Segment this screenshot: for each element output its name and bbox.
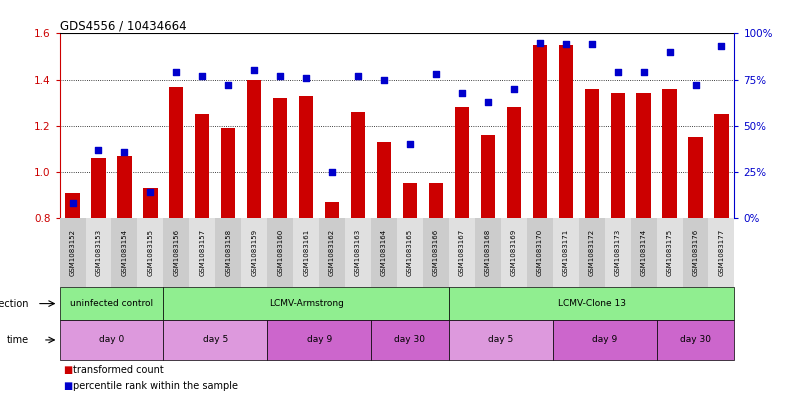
Text: day 9: day 9 (592, 336, 617, 344)
Point (274, 73, 287, 79)
Text: day 5: day 5 (202, 336, 228, 344)
Text: GSM1083171: GSM1083171 (563, 229, 569, 276)
Text: GSM1083152: GSM1083152 (70, 229, 75, 276)
Bar (584, 89, 599, 218)
Text: GSM1083169: GSM1083169 (511, 229, 517, 276)
Bar (611, 94, 625, 218)
Point (326, 169, 338, 175)
Bar (169, 86, 183, 218)
Point (715, 43, 728, 50)
Text: day 0: day 0 (98, 336, 124, 344)
Point (456, 89, 468, 95)
Bar (377, 142, 391, 218)
Point (170, 69, 183, 75)
Text: GSM1083157: GSM1083157 (199, 229, 206, 276)
Text: GSM1083158: GSM1083158 (225, 229, 231, 276)
Bar (222, 128, 235, 218)
Bar (480, 135, 495, 218)
Point (66, 200, 79, 206)
Bar (507, 107, 521, 218)
Text: GSM1083165: GSM1083165 (407, 229, 413, 276)
Bar (637, 94, 651, 218)
Text: GSM1083168: GSM1083168 (485, 229, 491, 276)
Text: GSM1083170: GSM1083170 (537, 229, 543, 276)
Point (638, 69, 650, 75)
Point (585, 41, 598, 48)
Point (534, 39, 546, 46)
Bar (118, 156, 132, 218)
Point (352, 73, 364, 79)
Point (222, 82, 235, 88)
Text: GSM1083175: GSM1083175 (666, 229, 673, 276)
Bar (429, 184, 443, 218)
Point (92, 147, 105, 153)
Point (248, 67, 260, 73)
Point (663, 49, 676, 55)
Text: transformed count: transformed count (73, 365, 164, 375)
Text: GSM1083164: GSM1083164 (381, 229, 387, 276)
Point (118, 149, 131, 155)
Text: GSM1083172: GSM1083172 (588, 229, 595, 276)
Bar (299, 96, 314, 218)
Point (430, 71, 442, 77)
Text: GSM1083174: GSM1083174 (641, 229, 646, 276)
Bar (325, 202, 339, 218)
Text: ■: ■ (64, 381, 73, 391)
Text: GSM1083159: GSM1083159 (251, 229, 257, 276)
Bar (559, 45, 572, 218)
Text: time: time (6, 335, 29, 345)
Text: day 30: day 30 (395, 336, 426, 344)
Point (403, 141, 416, 147)
Text: uninfected control: uninfected control (70, 299, 153, 308)
Bar (143, 188, 157, 218)
Point (196, 73, 209, 79)
Text: LCMV-Clone 13: LCMV-Clone 13 (557, 299, 626, 308)
Text: GSM1083162: GSM1083162 (329, 229, 335, 276)
Text: percentile rank within the sample: percentile rank within the sample (73, 381, 238, 391)
Point (300, 75, 313, 81)
Text: day 9: day 9 (306, 336, 332, 344)
Text: day 30: day 30 (680, 336, 711, 344)
Text: LCMV-Armstrong: LCMV-Armstrong (268, 299, 344, 308)
Point (689, 82, 702, 88)
Bar (351, 112, 365, 218)
Text: day 5: day 5 (488, 336, 514, 344)
Text: GSM1083166: GSM1083166 (433, 229, 439, 276)
Text: GSM1083160: GSM1083160 (277, 229, 283, 276)
Bar (195, 114, 210, 218)
Point (560, 41, 572, 48)
Text: GSM1083154: GSM1083154 (121, 229, 128, 276)
Point (507, 86, 520, 92)
Point (378, 76, 391, 83)
Text: ■: ■ (64, 365, 73, 375)
Text: GSM1083176: GSM1083176 (692, 229, 699, 276)
Text: GSM1083155: GSM1083155 (148, 229, 153, 276)
Text: GSM1083161: GSM1083161 (303, 229, 309, 276)
Bar (247, 79, 261, 218)
Bar (455, 107, 469, 218)
Text: GSM1083167: GSM1083167 (459, 229, 465, 276)
Text: GSM1083177: GSM1083177 (719, 229, 724, 276)
Bar (662, 89, 676, 218)
Bar (273, 98, 287, 218)
Bar (65, 193, 79, 218)
Bar (715, 114, 729, 218)
Point (481, 99, 494, 105)
Bar (533, 45, 547, 218)
Text: GDS4556 / 10434664: GDS4556 / 10434664 (60, 19, 186, 32)
Bar (91, 158, 106, 218)
Text: GSM1083163: GSM1083163 (355, 229, 361, 276)
Text: GSM1083156: GSM1083156 (173, 229, 179, 276)
Text: GSM1083153: GSM1083153 (95, 229, 102, 276)
Bar (403, 184, 417, 218)
Text: infection: infection (0, 299, 29, 309)
Point (144, 189, 156, 195)
Text: GSM1083173: GSM1083173 (615, 229, 621, 276)
Point (611, 69, 624, 75)
Bar (688, 137, 703, 218)
